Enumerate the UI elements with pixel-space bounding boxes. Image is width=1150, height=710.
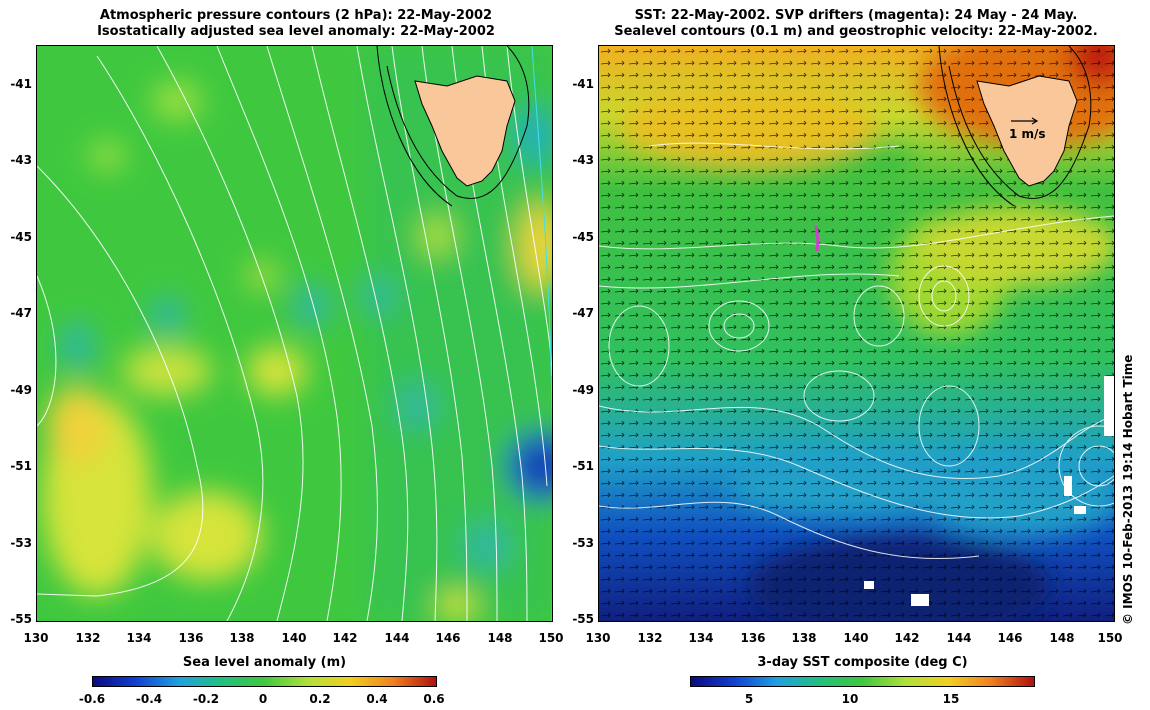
sla-colorbar-title: Sea level anomaly (m) — [182, 655, 347, 670]
sla-colorbar-label: -0.2 — [192, 692, 220, 706]
sst-colorbar-label: 5 — [744, 692, 754, 706]
sst-colorbar-label: 10 — [841, 692, 859, 706]
left-x-tick: 132 — [75, 631, 101, 645]
right-y-tick: -47 — [572, 306, 594, 320]
sea-level-anomaly-map — [36, 45, 553, 622]
left-y-tick: -47 — [10, 306, 32, 320]
sla-colorbar-label: 0.2 — [309, 692, 331, 706]
right-y-tick: -51 — [572, 459, 594, 473]
right-x-tick: 134 — [688, 631, 714, 645]
right-x-tick: 130 — [585, 631, 611, 645]
sla-colorbar-label: 0 — [258, 692, 268, 706]
sealevel-contours — [599, 142, 1114, 560]
sla-map-graphic — [37, 46, 552, 621]
right-x-tick: 148 — [1049, 631, 1075, 645]
left-y-tick: -45 — [10, 230, 32, 244]
left-x-tick: 148 — [487, 631, 513, 645]
imos-credit: © IMOS 10-Feb-2013 19:14 Hobart Time — [1121, 354, 1135, 625]
right-y-tick: -55 — [572, 612, 594, 626]
left-y-tick: -43 — [10, 153, 32, 167]
cloud-gaps — [864, 376, 1114, 606]
left-y-tick: -41 — [10, 77, 32, 91]
sst-colorbar-label: 15 — [942, 692, 960, 706]
left-x-tick: 142 — [332, 631, 358, 645]
left-title-line1: Atmospheric pressure contours (2 hPa): 2… — [99, 8, 493, 23]
right-x-tick: 146 — [997, 631, 1023, 645]
sst-map-graphic: 1 m/s — [599, 46, 1114, 621]
sla-colorbar-label: 0.4 — [366, 692, 388, 706]
left-panel-title: Atmospheric pressure contours (2 hPa): 2… — [36, 8, 556, 40]
right-panel-title: SST: 22-May-2002. SVP drifters (magenta)… — [598, 8, 1114, 40]
right-x-tick: 142 — [894, 631, 920, 645]
right-x-tick: 132 — [637, 631, 663, 645]
right-x-tick: 140 — [843, 631, 869, 645]
right-y-tick: -53 — [572, 536, 594, 550]
right-title-line1: SST: 22-May-2002. SVP drifters (magenta)… — [634, 8, 1078, 23]
left-y-tick: -55 — [10, 612, 32, 626]
left-x-tick: 144 — [384, 631, 410, 645]
left-x-tick: 146 — [435, 631, 461, 645]
left-x-tick: 130 — [23, 631, 49, 645]
right-y-tick: -49 — [572, 383, 594, 397]
velocity-scale-arrow — [1011, 117, 1039, 125]
sla-colorbar-label: 0.6 — [423, 692, 445, 706]
tasmania-land — [414, 75, 516, 187]
right-x-tick: 150 — [1097, 631, 1123, 645]
left-x-tick: 150 — [538, 631, 564, 645]
right-title-line2: Sealevel contours (0.1 m) and geostrophi… — [614, 24, 1098, 39]
svp-drifter-track — [814, 225, 820, 252]
tasmania-land-sst — [976, 75, 1078, 187]
right-y-tick: -45 — [572, 230, 594, 244]
sst-colorbar — [690, 676, 1035, 687]
right-y-tick: -43 — [572, 153, 594, 167]
right-x-tick: 138 — [791, 631, 817, 645]
left-y-tick: -49 — [10, 383, 32, 397]
left-y-tick: -51 — [10, 459, 32, 473]
sla-colorbar-label: -0.6 — [78, 692, 106, 706]
left-x-tick: 134 — [126, 631, 152, 645]
left-x-tick: 136 — [178, 631, 204, 645]
right-y-tick: -41 — [572, 77, 594, 91]
left-title-line2: Isostatically adjusted sea level anomaly… — [97, 24, 495, 39]
sst-colorbar-title: 3-day SST composite (deg C) — [757, 655, 968, 670]
sla-colorbar-label: -0.4 — [135, 692, 163, 706]
left-x-tick: 138 — [229, 631, 255, 645]
velocity-scale-label: 1 m/s — [1009, 127, 1046, 141]
right-x-tick: 136 — [740, 631, 766, 645]
left-x-tick: 140 — [281, 631, 307, 645]
sst-map: 1 m/s — [598, 45, 1115, 622]
left-y-tick: -53 — [10, 536, 32, 550]
right-x-tick: 144 — [946, 631, 972, 645]
sla-colorbar — [92, 676, 437, 687]
